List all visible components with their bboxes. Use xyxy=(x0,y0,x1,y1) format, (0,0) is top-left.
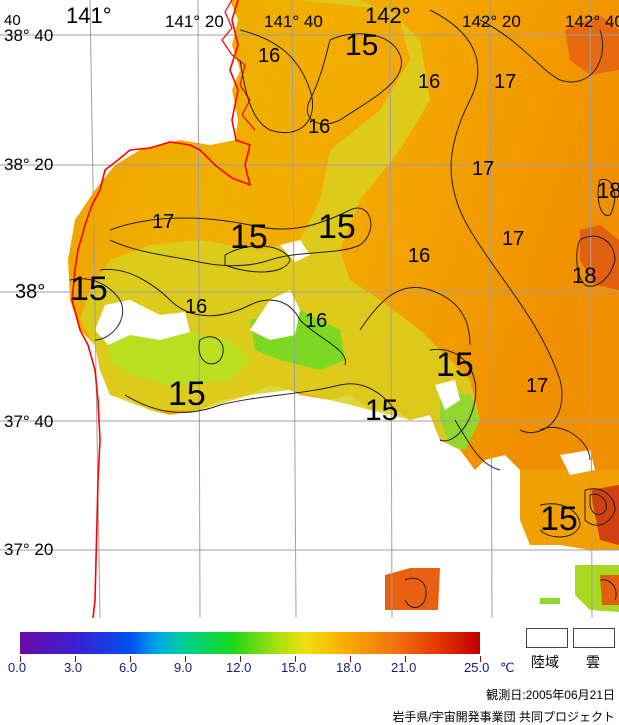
cloud-label: 雲 xyxy=(586,654,600,670)
color-scale-label: 6.0 xyxy=(119,660,138,675)
sea-patch-south xyxy=(385,568,440,610)
credit: 岩手県/宇宙開発事業団 共同プロジェクト xyxy=(392,710,615,724)
green-patch-2 xyxy=(110,330,250,385)
observation-date: 観測日:2005年06月21日 xyxy=(486,688,615,702)
cloud-4 xyxy=(280,240,310,262)
lon-label-141-40: 141° 40 xyxy=(264,12,323,31)
graticule xyxy=(0,0,619,618)
contour-label: 15 xyxy=(168,375,206,413)
lon-label-141-20: 141° 20 xyxy=(165,12,224,31)
corner-label: 40 xyxy=(4,12,21,29)
sst-map: 38° 40 38° 20 38° 37° 40 37° 20 40 141° … xyxy=(0,0,619,618)
contour-label: 16 xyxy=(185,296,207,318)
unit-label: ℃ xyxy=(500,660,515,675)
cloud-3 xyxy=(435,380,460,410)
cloud-swatch xyxy=(573,628,615,648)
sea-patch-se2 xyxy=(600,575,619,605)
sea-patch-tiny xyxy=(540,598,560,604)
contour-label: 17 xyxy=(472,158,494,180)
contour-label: 17 xyxy=(526,375,548,397)
color-scale-tick xyxy=(405,656,406,662)
color-scale-label: 9.0 xyxy=(174,660,193,675)
land-swatch xyxy=(526,628,568,648)
land-label: 陸域 xyxy=(531,654,559,670)
color-scale-tick xyxy=(185,656,186,662)
lat-label-38-40: 38° 40 xyxy=(4,26,53,45)
contour-label: 15 xyxy=(365,394,398,427)
contour-label: 18 xyxy=(597,178,619,203)
lon-label-142: 142° xyxy=(365,3,411,28)
color-scale-tick xyxy=(130,656,131,662)
contour-label: 17 xyxy=(152,211,174,233)
lat-label-37-20: 37° 20 xyxy=(4,540,53,559)
color-scale-label: 21.0 xyxy=(391,660,417,675)
color-scale-label: 3.0 xyxy=(64,660,83,675)
contour-label: 15 xyxy=(70,270,108,308)
color-scale-label: 15.0 xyxy=(281,660,307,675)
contour-label: 16 xyxy=(258,45,280,67)
warm-spot-se xyxy=(590,485,619,545)
contour-label: 15 xyxy=(230,218,268,256)
coastline xyxy=(71,0,252,618)
color-scale-tick xyxy=(295,656,296,662)
cloud-2 xyxy=(250,290,300,340)
contour-label: 15 xyxy=(436,346,474,384)
lat-label-38: 38° xyxy=(15,281,45,303)
contour-label: 18 xyxy=(572,263,596,288)
lon-label-141: 141° xyxy=(66,3,112,28)
color-scale-bar xyxy=(20,632,480,654)
color-scale-label: 0.0 xyxy=(8,660,27,675)
color-scale-label: 12.0 xyxy=(226,660,252,675)
color-scale-tick xyxy=(350,656,351,662)
contour-label: 15 xyxy=(540,500,578,538)
lat-label-37-40: 37° 40 xyxy=(4,412,53,431)
cloud-1 xyxy=(95,300,190,345)
color-scale-tick xyxy=(20,656,21,662)
color-scale-label: 25.0 xyxy=(464,660,490,675)
contour-label: 17 xyxy=(494,71,516,93)
isotherms xyxy=(69,9,617,608)
contour-label: 16 xyxy=(418,71,440,93)
coastline-north xyxy=(221,0,256,131)
lon-label-142-40: 142° 40 xyxy=(565,12,619,31)
lon-label-142-20: 142° 20 xyxy=(462,12,521,31)
lat-label-38-20: 38° 20 xyxy=(4,155,53,174)
color-scale-label: 18.0 xyxy=(336,660,362,675)
contour-label: 16 xyxy=(305,310,327,332)
color-scale-tick xyxy=(240,656,241,662)
color-scale-tick xyxy=(480,656,481,662)
contour-label: 16 xyxy=(408,245,430,267)
contour-label: 15 xyxy=(318,208,356,246)
color-scale-tick xyxy=(75,656,76,662)
contour-label: 17 xyxy=(502,228,524,250)
cloud-5 xyxy=(560,450,595,475)
contour-label: 16 xyxy=(308,116,330,138)
contour-labels: 15 15 15 15 15 15 15 16 16 16 16 16 16 1… xyxy=(70,29,619,427)
warm-spot-ne xyxy=(565,15,619,75)
contour-label: 15 xyxy=(345,29,378,62)
